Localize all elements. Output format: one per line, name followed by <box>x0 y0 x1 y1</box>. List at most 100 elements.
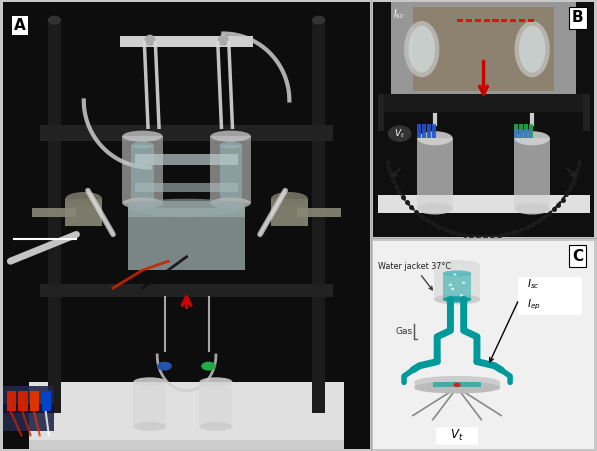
Text: $V_t$: $V_t$ <box>394 127 405 140</box>
Bar <box>135 183 238 192</box>
Bar <box>528 19 534 22</box>
Ellipse shape <box>417 203 453 215</box>
Bar <box>583 94 590 131</box>
Bar <box>297 207 341 216</box>
Ellipse shape <box>443 296 472 303</box>
Bar <box>135 154 238 165</box>
Bar <box>131 145 153 199</box>
Bar <box>312 20 325 413</box>
Text: $I_{sc}$: $I_{sc}$ <box>527 277 539 291</box>
Ellipse shape <box>435 295 479 304</box>
Ellipse shape <box>415 377 499 388</box>
Ellipse shape <box>122 198 163 209</box>
Ellipse shape <box>210 131 251 142</box>
Ellipse shape <box>454 382 461 387</box>
Text: $I_{ep}$: $I_{ep}$ <box>527 297 540 312</box>
Bar <box>42 391 51 411</box>
Ellipse shape <box>408 26 435 73</box>
Ellipse shape <box>312 16 325 24</box>
Bar <box>48 20 61 413</box>
Bar <box>493 19 498 22</box>
Ellipse shape <box>515 203 550 215</box>
Bar <box>501 19 507 22</box>
Bar <box>510 19 516 22</box>
Bar <box>377 194 590 213</box>
Bar <box>519 19 525 22</box>
Text: $V_t$: $V_t$ <box>450 428 464 443</box>
Ellipse shape <box>453 273 457 276</box>
Bar <box>427 124 431 138</box>
Bar <box>417 124 421 138</box>
Bar <box>519 277 581 314</box>
Bar <box>3 386 54 431</box>
Bar <box>515 129 532 138</box>
Bar <box>122 136 163 203</box>
Ellipse shape <box>415 382 499 393</box>
Ellipse shape <box>443 270 472 276</box>
Bar <box>377 94 384 131</box>
Ellipse shape <box>199 422 232 431</box>
Ellipse shape <box>451 288 454 290</box>
Text: $I_{sc}$: $I_{sc}$ <box>393 8 405 21</box>
Ellipse shape <box>210 198 251 209</box>
Bar <box>39 125 333 141</box>
Ellipse shape <box>515 131 550 145</box>
Bar <box>417 138 453 209</box>
Bar <box>519 124 524 138</box>
Bar <box>19 391 27 411</box>
Ellipse shape <box>66 192 102 205</box>
Bar <box>199 382 232 427</box>
Bar <box>515 124 518 138</box>
Ellipse shape <box>404 21 439 77</box>
Bar <box>66 199 102 226</box>
Ellipse shape <box>128 199 245 216</box>
Bar <box>29 382 344 449</box>
Bar <box>39 284 333 297</box>
Bar <box>3 404 54 413</box>
Bar <box>377 94 590 112</box>
Bar <box>435 265 479 299</box>
Bar <box>133 382 167 427</box>
Bar <box>271 199 307 226</box>
Ellipse shape <box>462 281 466 284</box>
Ellipse shape <box>218 35 229 46</box>
Ellipse shape <box>389 126 411 141</box>
Ellipse shape <box>133 422 167 431</box>
Ellipse shape <box>144 35 155 46</box>
Bar <box>433 382 481 387</box>
Bar <box>437 428 477 444</box>
Bar <box>524 124 528 138</box>
Bar <box>529 124 533 138</box>
Bar <box>466 19 472 22</box>
Text: C: C <box>572 249 583 263</box>
Ellipse shape <box>133 377 167 386</box>
Bar <box>128 201 245 216</box>
Text: A: A <box>14 18 26 33</box>
Ellipse shape <box>460 294 463 296</box>
Bar <box>391 2 576 96</box>
Bar <box>443 273 472 299</box>
Text: Gas: Gas <box>395 327 413 336</box>
Ellipse shape <box>131 142 153 148</box>
Bar <box>484 19 490 22</box>
Ellipse shape <box>199 377 232 386</box>
Ellipse shape <box>449 284 452 286</box>
Bar <box>7 391 16 411</box>
Bar <box>128 207 245 270</box>
Ellipse shape <box>201 362 216 371</box>
Bar <box>121 36 253 47</box>
Bar <box>210 136 251 203</box>
Ellipse shape <box>48 16 61 24</box>
Bar <box>515 138 550 209</box>
Bar <box>29 440 344 449</box>
Ellipse shape <box>220 142 242 148</box>
Bar <box>422 124 426 138</box>
Bar <box>30 391 39 411</box>
Bar <box>475 19 481 22</box>
Ellipse shape <box>271 192 307 205</box>
Ellipse shape <box>435 261 479 269</box>
Ellipse shape <box>515 21 550 77</box>
Bar <box>413 7 554 92</box>
Ellipse shape <box>417 131 453 145</box>
Bar <box>457 19 463 22</box>
